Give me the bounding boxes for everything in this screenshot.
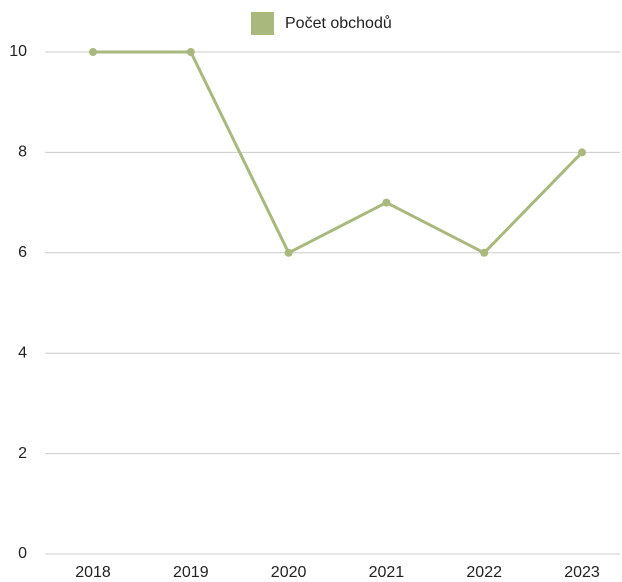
x-tick-label: 2022 bbox=[466, 564, 502, 581]
line bbox=[93, 50, 584, 255]
y-tick-label: 4 bbox=[18, 344, 27, 361]
point bbox=[578, 148, 586, 157]
point bbox=[284, 248, 293, 257]
legend-label: Počet obchodů bbox=[285, 14, 392, 32]
y-tick-label: 0 bbox=[18, 545, 27, 562]
x-tick-label: 2020 bbox=[271, 564, 307, 581]
y-tick-label: 6 bbox=[18, 244, 27, 261]
point bbox=[89, 48, 97, 56]
point bbox=[480, 248, 489, 257]
y-tick-label: 10 bbox=[9, 43, 27, 60]
y-tick-label: 2 bbox=[18, 445, 27, 462]
legend-swatch bbox=[251, 12, 274, 35]
x-tick-label: 2021 bbox=[369, 564, 405, 581]
y-tick-label: 8 bbox=[18, 144, 27, 161]
x-tick-label: 2019 bbox=[173, 564, 209, 581]
x-tick-label: 2018 bbox=[75, 564, 111, 581]
point bbox=[382, 198, 391, 207]
x-tick-label: 2023 bbox=[564, 564, 600, 581]
point bbox=[186, 48, 195, 56]
